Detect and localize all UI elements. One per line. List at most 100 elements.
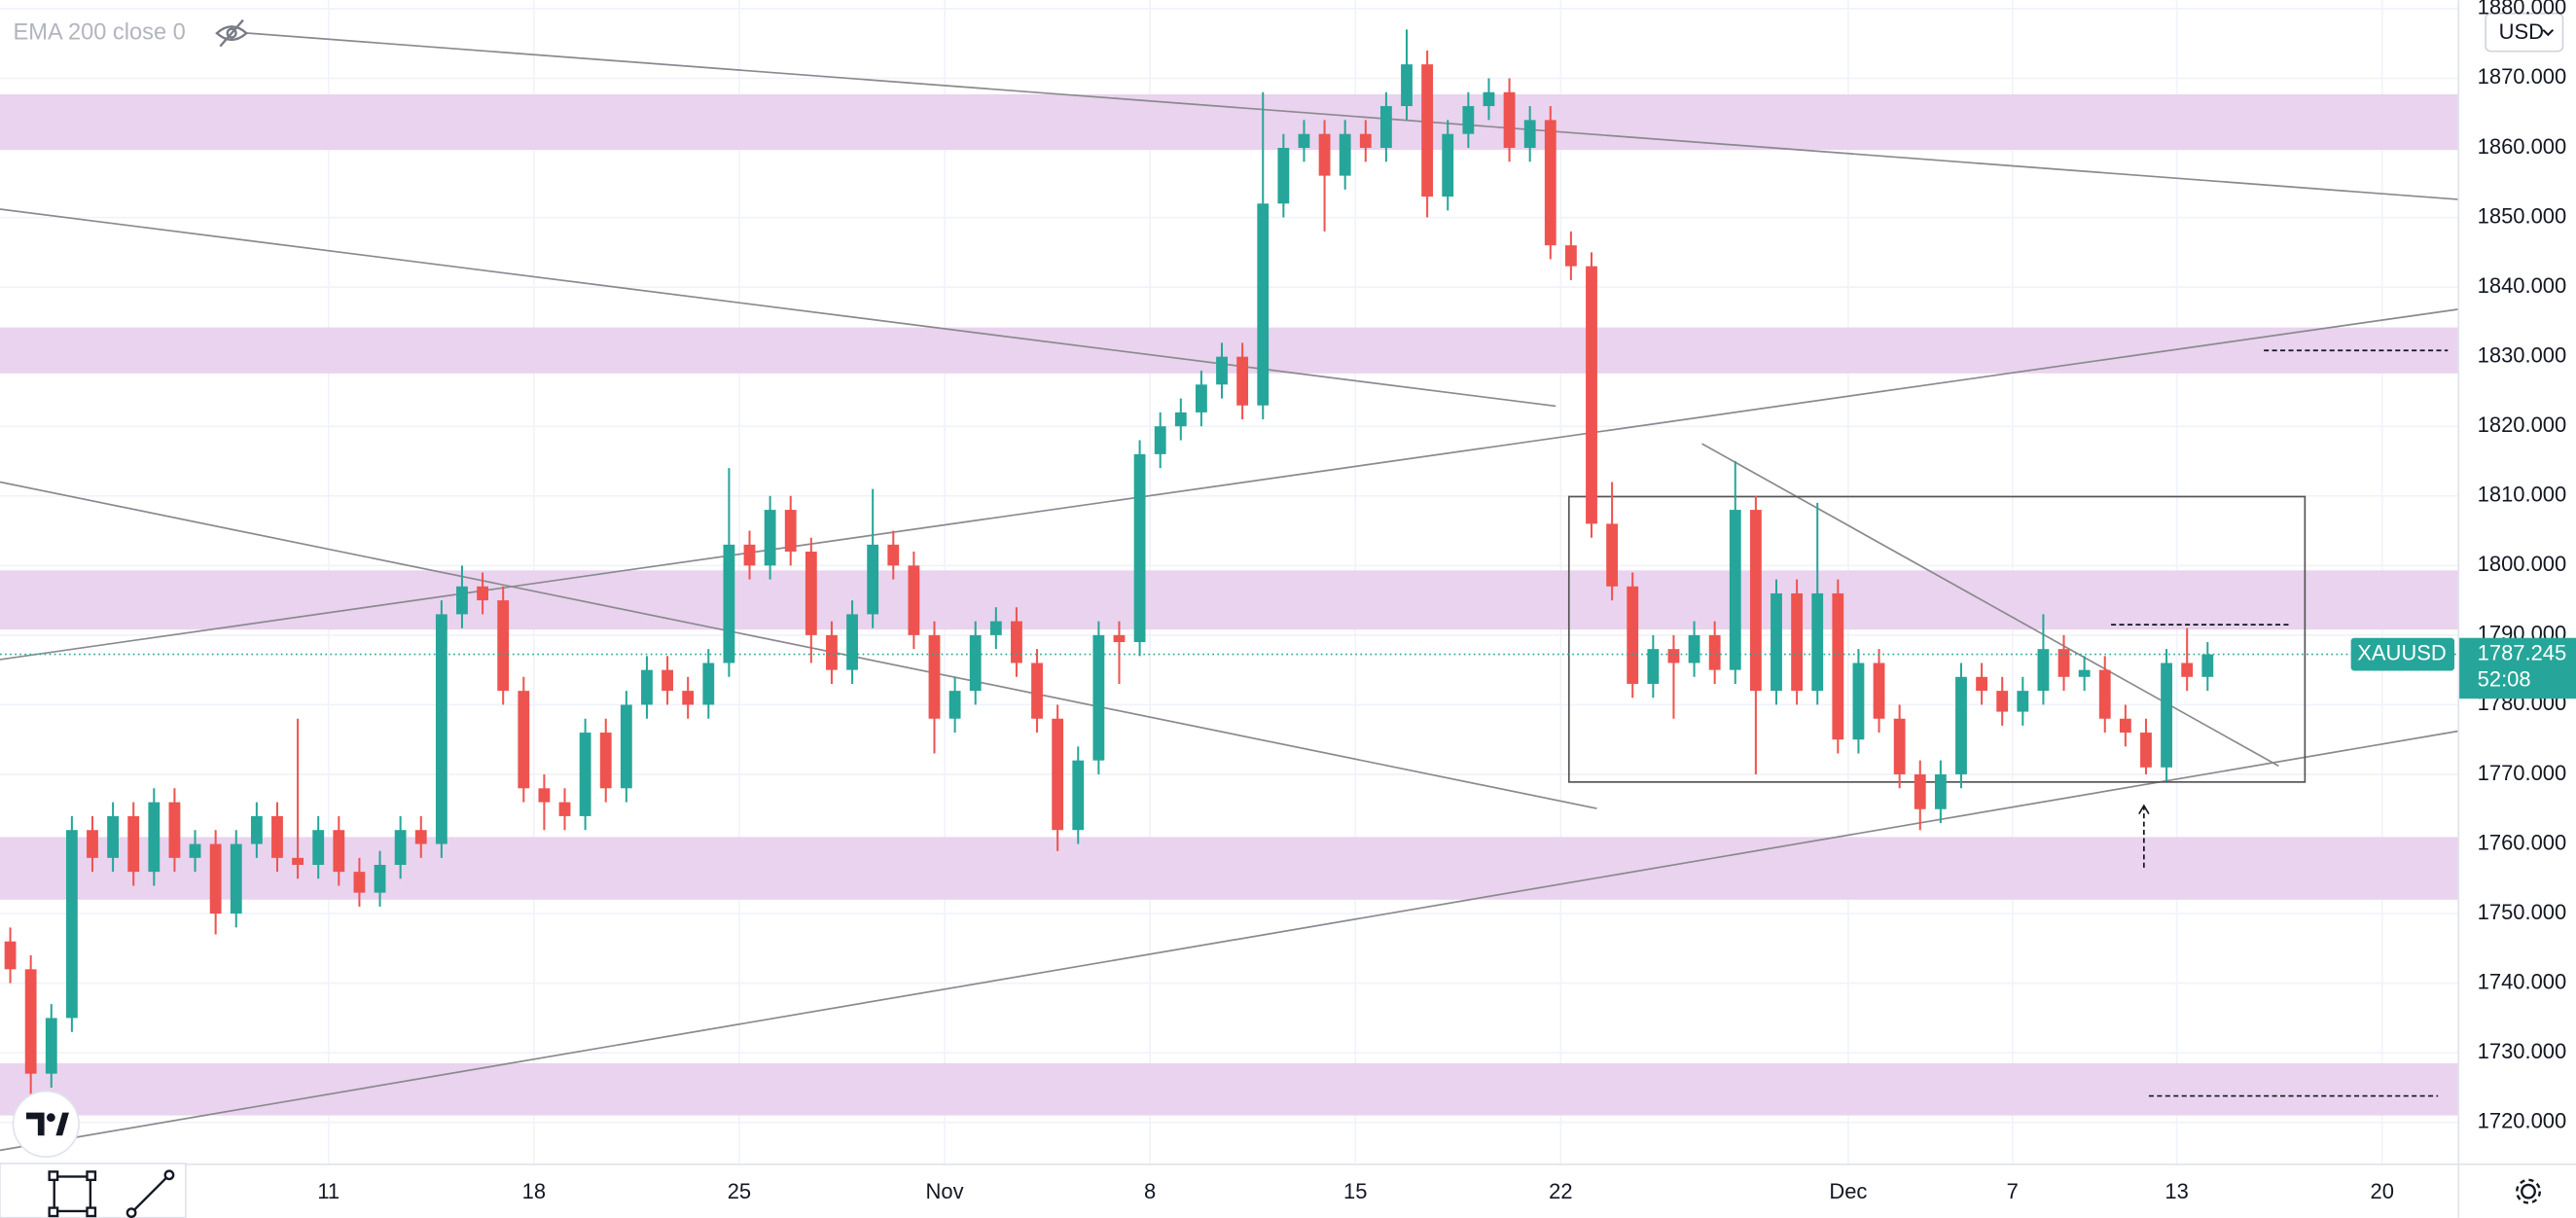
- candle-body: [538, 788, 551, 803]
- candle-body: [887, 544, 900, 566]
- symbol-tag: [2350, 637, 2455, 671]
- x-tick-label: Dec: [1829, 1179, 1867, 1203]
- candle-body: [1113, 634, 1126, 643]
- symbol-label: XAUUSD: [2357, 640, 2446, 664]
- y-tick-label: 1820.000: [2478, 412, 2567, 437]
- trend-line: [0, 208, 1556, 408]
- candle-body: [1832, 592, 1844, 740]
- trend-line: [0, 308, 2458, 661]
- candle-body: [1318, 133, 1331, 176]
- candle-body: [846, 614, 858, 670]
- y-tick-label: 1840.000: [2478, 273, 2567, 298]
- candle-body: [1934, 773, 1947, 809]
- zone: [0, 327, 2458, 374]
- zone: [0, 837, 2458, 900]
- candle-body: [230, 843, 242, 914]
- candle-body: [558, 802, 571, 816]
- candle-body: [908, 565, 920, 635]
- candle-body: [826, 634, 838, 670]
- x-tick-label: 11: [317, 1179, 340, 1203]
- x-tick-label: 20: [2371, 1179, 2394, 1203]
- settings-icon[interactable]: [2516, 1178, 2542, 1204]
- candle-body: [65, 830, 78, 1019]
- candle-body: [867, 544, 879, 615]
- candle-body: [1154, 426, 1166, 454]
- candle-body: [394, 830, 407, 865]
- candle-body: [723, 544, 735, 663]
- countdown-label: 52:08: [2478, 666, 2531, 691]
- candle-body: [518, 691, 530, 789]
- candle-body: [1421, 64, 1434, 197]
- candle-body: [189, 843, 201, 858]
- candle-body: [1442, 133, 1454, 197]
- candle-body: [271, 815, 283, 858]
- candle-body: [989, 621, 1002, 635]
- y-tick-label: 1750.000: [2478, 900, 2567, 924]
- candle-body: [414, 830, 427, 844]
- candle-body: [250, 815, 263, 844]
- y-tick-label: 1830.000: [2478, 342, 2567, 367]
- candle-body: [1503, 91, 1516, 149]
- y-tick-label: 1760.000: [2478, 830, 2567, 854]
- y-tick-label: 1720.000: [2478, 1109, 2567, 1133]
- candle-body: [682, 691, 695, 705]
- candle-body: [805, 552, 817, 635]
- candle-body: [1729, 510, 1741, 670]
- candle-body: [764, 510, 776, 566]
- candle-body: [1647, 649, 1660, 684]
- trend-line-tool[interactable]: [125, 1169, 175, 1218]
- candle-body: [2181, 663, 2194, 677]
- candle-body: [209, 843, 222, 914]
- candle-body: [477, 586, 488, 601]
- zone: [0, 570, 2458, 630]
- candle-body: [1092, 634, 1105, 761]
- candle-body: [1627, 586, 1639, 684]
- candle-body: [2057, 649, 2070, 677]
- x-tick-label: 18: [522, 1179, 546, 1203]
- x-tick-label: 7: [2007, 1179, 2019, 1203]
- candle-body: [4, 941, 17, 970]
- candle-body: [2098, 669, 2111, 719]
- y-tick-label: 1880.000: [2478, 0, 2567, 19]
- candle-body: [1216, 356, 1228, 385]
- trend-line: [0, 481, 1597, 809]
- candle-body: [456, 586, 468, 615]
- candle-body: [1771, 592, 1782, 692]
- x-tick-label: 22: [1549, 1179, 1572, 1203]
- hide-icon[interactable]: [215, 18, 249, 48]
- candle-body: [292, 857, 304, 865]
- currency-button[interactable]: USD: [2485, 12, 2564, 53]
- candle-body: [1052, 718, 1064, 831]
- candle-body: [1031, 663, 1043, 719]
- candle-body: [1852, 663, 1865, 740]
- candle-body: [1011, 621, 1022, 663]
- candle-body: [1544, 120, 1556, 246]
- rectangle-tool[interactable]: [48, 1170, 97, 1218]
- arrow-head: [2138, 804, 2150, 815]
- candle-body: [2201, 654, 2214, 677]
- y-tick-label: 1810.000: [2478, 483, 2567, 507]
- y-tick-label: 1740.000: [2478, 969, 2567, 993]
- y-tick-label: 1860.000: [2478, 134, 2567, 159]
- candle-body: [1523, 120, 1536, 149]
- candle-body: [1955, 676, 1967, 774]
- indicator-label: EMA 200 close 0: [14, 19, 186, 45]
- x-tick-label: Nov: [926, 1179, 964, 1203]
- candle-body: [24, 969, 37, 1074]
- candle-body: [1873, 663, 1885, 719]
- y-tick-label: 1770.000: [2478, 761, 2567, 785]
- candle-body: [1688, 634, 1700, 663]
- candle-body: [1791, 592, 1804, 692]
- candle-body: [1072, 760, 1085, 831]
- candle-body: [1749, 510, 1762, 692]
- candle-body: [148, 802, 161, 873]
- candle-body: [599, 733, 612, 789]
- candle-body: [1298, 133, 1310, 149]
- tradingview-logo[interactable]: [12, 1090, 80, 1159]
- candle-body: [45, 1018, 57, 1074]
- candle-body: [702, 663, 715, 705]
- candle-body: [1586, 266, 1597, 524]
- candle-body: [333, 830, 345, 873]
- candle-body: [1996, 691, 2009, 712]
